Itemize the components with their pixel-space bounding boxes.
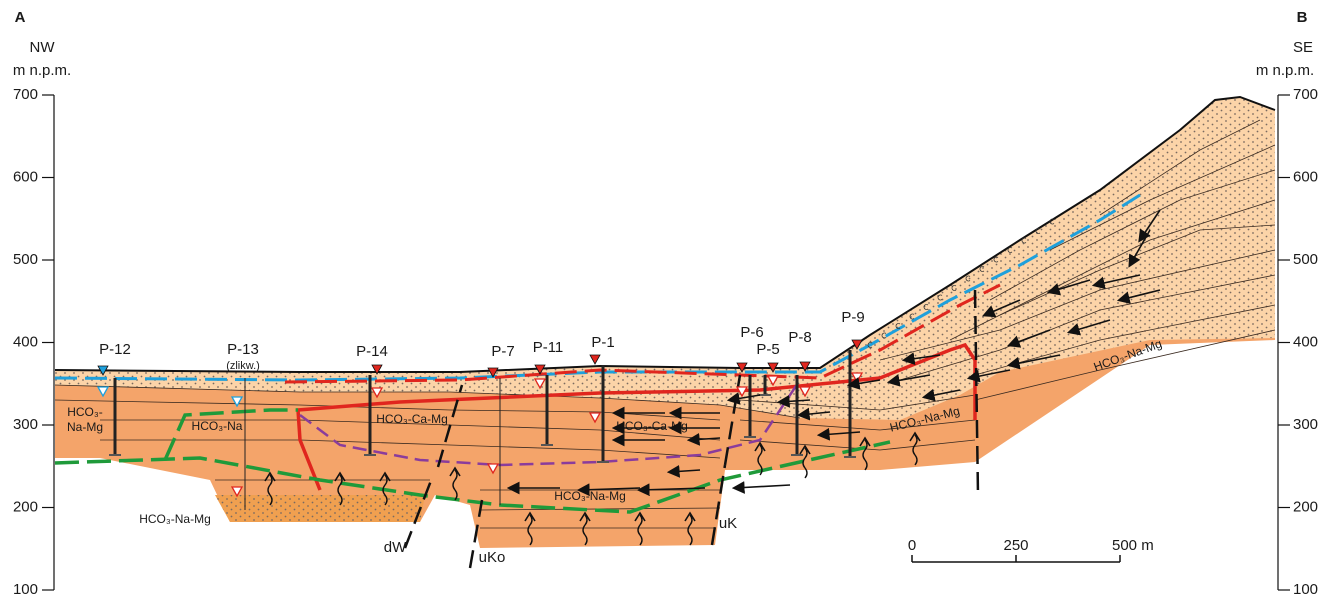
y-tick-label: 100 <box>1293 581 1318 598</box>
y-tick-label: 500 <box>1293 251 1318 268</box>
direction: SE <box>1293 39 1313 56</box>
scale-label: 250 <box>1003 537 1028 554</box>
fault-label: uK <box>719 515 737 532</box>
y-tick-label: 200 <box>13 498 38 515</box>
scale-bar <box>912 555 1120 562</box>
water-level-marker <box>590 355 600 364</box>
water-type: HCO₃-Na-Mg <box>554 489 626 503</box>
water-type: HCO₃-Na-Mg <box>139 512 211 526</box>
fault-label: dW <box>384 539 407 556</box>
well-label: P-7 <box>491 343 514 360</box>
direction: NW <box>30 39 56 56</box>
scale-label: 0 <box>908 537 916 554</box>
well-label: P-5 <box>756 341 779 358</box>
y-tick-label: 300 <box>13 416 38 433</box>
flow-arrow <box>735 485 790 488</box>
y-tick-label: 600 <box>13 168 38 185</box>
y-tick-label: 100 <box>13 581 38 598</box>
well-label: P-8 <box>788 329 811 346</box>
well-label: P-13 <box>227 341 259 358</box>
y-tick-label: 600 <box>1293 168 1318 185</box>
unit: m n.p.m. <box>13 62 71 79</box>
y-tick-label: 300 <box>1293 416 1318 433</box>
cross-section: ANW m n.p.m. B SE m n.p.m. 700 700 600 600 500 500… <box>0 0 1321 599</box>
well-label: P-11 <box>533 339 564 356</box>
well-note: (zlikw.) <box>226 360 260 372</box>
water-type: HCO₃-Na <box>192 419 243 433</box>
y-tick-label: 700 <box>1293 86 1318 103</box>
corner-letter: B <box>1297 9 1308 26</box>
y-tick-label: 500 <box>13 251 38 268</box>
y-tick-label: 400 <box>13 333 38 350</box>
corner-letter: A <box>15 9 26 26</box>
fault-label: uKo <box>479 549 506 566</box>
water-type: HCO₃-Ca-Mg <box>616 419 688 433</box>
scale-label: 500 m <box>1112 537 1154 554</box>
well-label: P-9 <box>841 309 864 326</box>
lower-sand-dots <box>215 495 425 522</box>
y-tick-label: 700 <box>13 86 38 103</box>
y-tick-label: 200 <box>1293 498 1318 515</box>
well-label: P-14 <box>356 343 388 360</box>
unit: m n.p.m. <box>1256 62 1314 79</box>
water-type: HCO₃- <box>67 405 103 419</box>
water-type: Na-Mg <box>67 420 103 434</box>
well-label: P-12 <box>99 341 131 358</box>
water-type: HCO₃-Ca-Mg <box>376 412 448 426</box>
well-label: P-1 <box>591 334 614 351</box>
well-label: P-6 <box>740 324 763 341</box>
y-tick-label: 400 <box>1293 333 1318 350</box>
